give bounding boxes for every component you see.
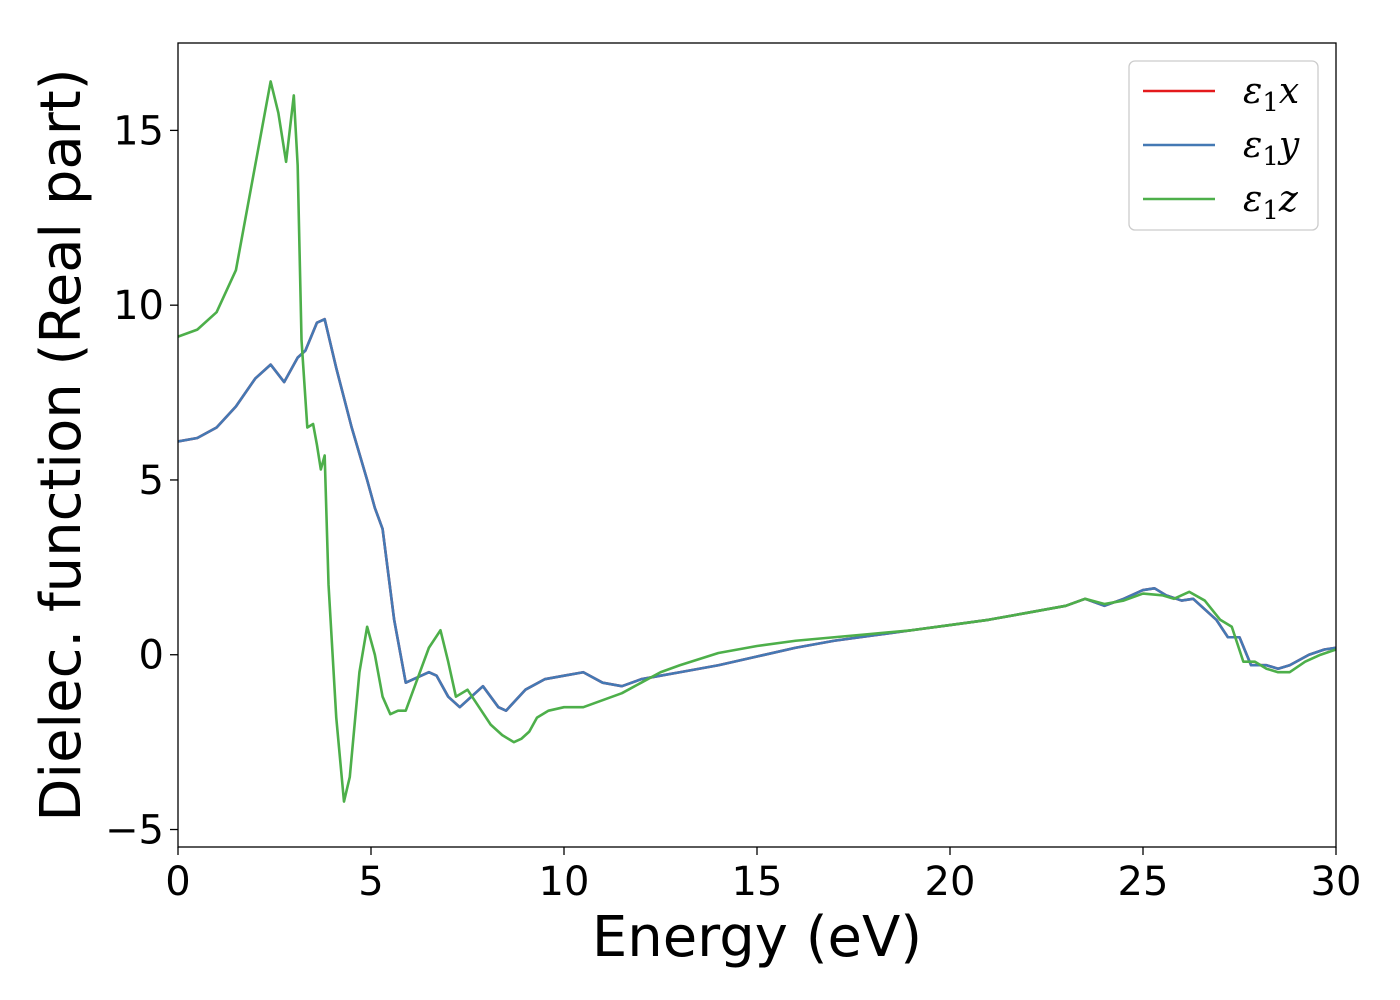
x-axis: 0 5 10 15 20 25 30 bbox=[165, 847, 1361, 905]
legend-box bbox=[1128, 60, 1319, 231]
legend-subscript: 1 bbox=[1262, 142, 1279, 172]
y-axis: −5 0 5 10 15 bbox=[105, 108, 178, 854]
x-tick-label: 30 bbox=[1311, 859, 1362, 905]
y-axis-label: Dielec. function (Real part) bbox=[29, 68, 94, 821]
x-tick-label: 0 bbox=[165, 859, 190, 905]
x-axis-label: Energy (eV) bbox=[592, 905, 922, 970]
x-tick-label: 5 bbox=[358, 859, 383, 905]
legend-label-x: ε1x bbox=[1243, 71, 1299, 118]
series-line-2 bbox=[178, 80, 1336, 803]
x-tick-label: 25 bbox=[1118, 859, 1169, 905]
y-tick-label: 0 bbox=[139, 633, 164, 679]
y-tick-label: 10 bbox=[113, 283, 164, 329]
y-tick-label: 15 bbox=[113, 108, 164, 154]
legend-symbol: ε bbox=[1243, 179, 1262, 220]
legend-variable: z bbox=[1278, 179, 1299, 220]
y-tick-label: −5 bbox=[105, 808, 164, 854]
x-tick-label: 10 bbox=[539, 859, 590, 905]
legend-label-z: ε1z bbox=[1243, 179, 1299, 226]
plot-lines bbox=[178, 80, 1336, 803]
legend-symbol: ε bbox=[1243, 71, 1262, 112]
y-tick-label: 5 bbox=[139, 458, 164, 504]
series-line-1 bbox=[178, 317, 1336, 712]
x-tick-label: 20 bbox=[925, 859, 976, 905]
legend-variable: y bbox=[1277, 125, 1300, 166]
legend-symbol: ε bbox=[1243, 125, 1262, 166]
legend-subscript: 1 bbox=[1262, 88, 1279, 118]
legend-subscript: 1 bbox=[1262, 196, 1279, 226]
legend-variable: x bbox=[1279, 71, 1299, 112]
legend-label-y: ε1y bbox=[1243, 125, 1300, 172]
x-tick-label: 15 bbox=[732, 859, 783, 905]
